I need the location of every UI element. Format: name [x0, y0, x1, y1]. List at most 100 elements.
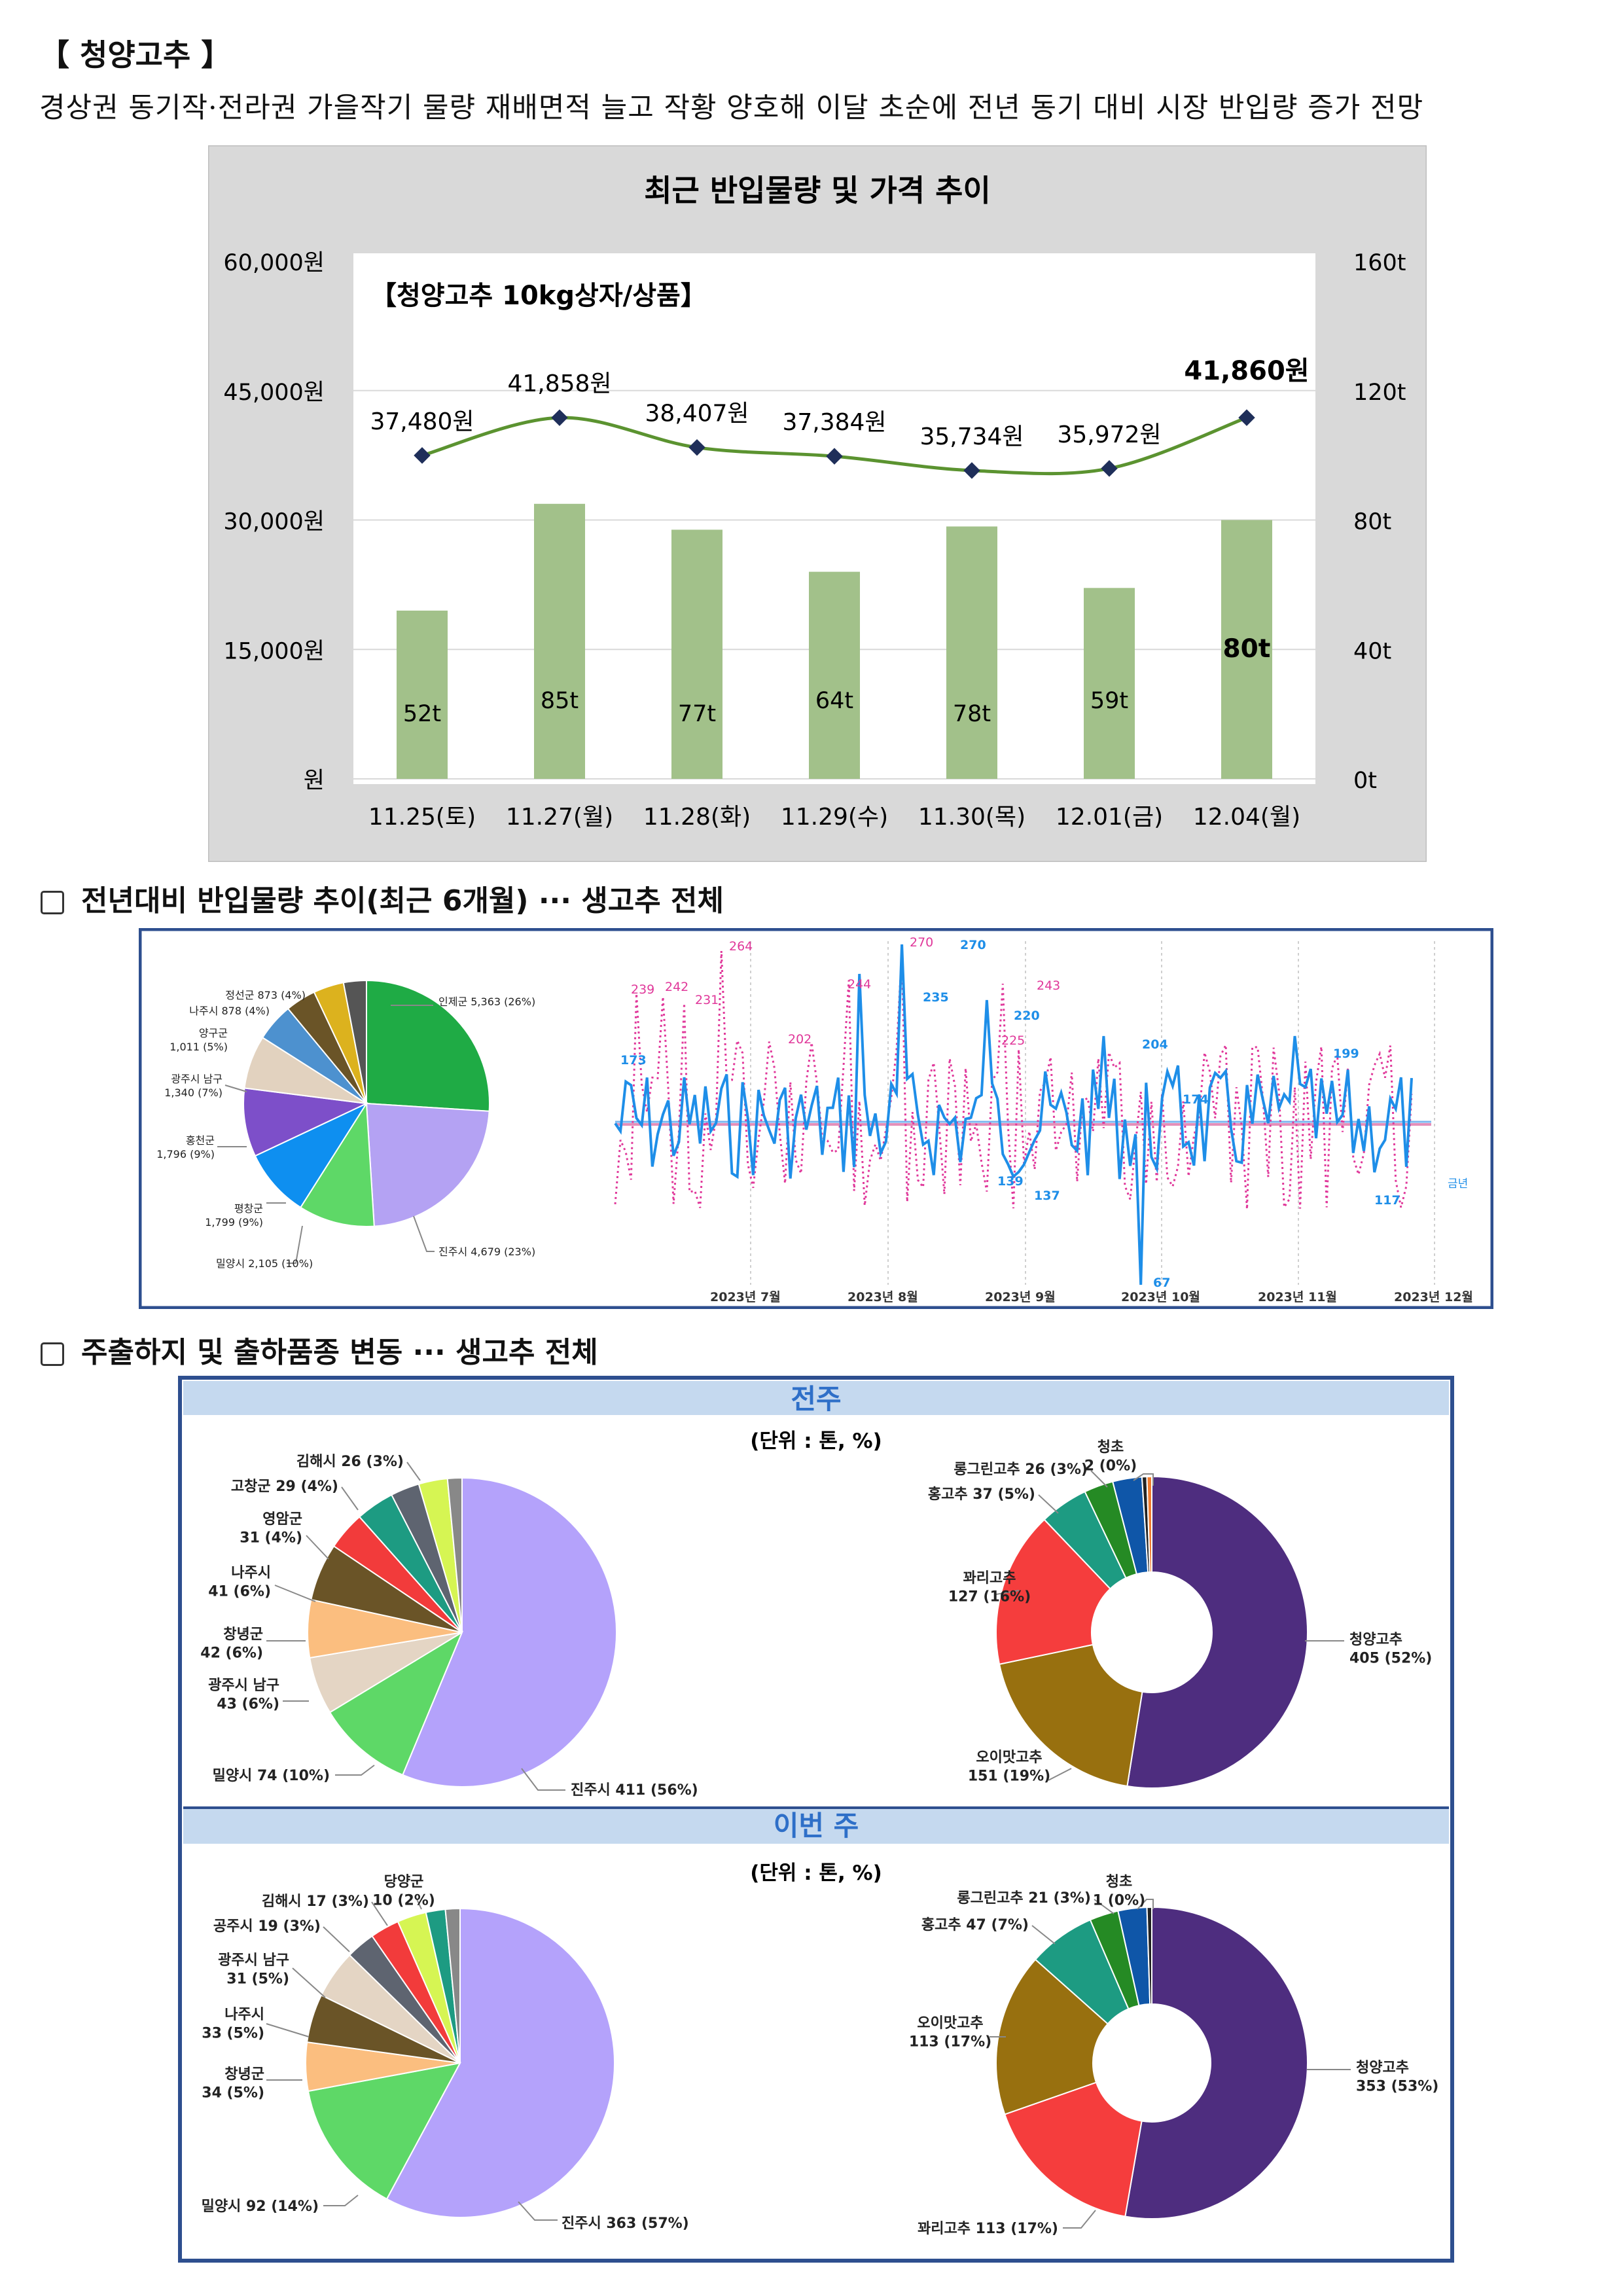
pie-slice — [1126, 1475, 1308, 1789]
volume-bar-label: 77t — [678, 701, 716, 727]
pie-leader-line — [323, 2195, 359, 2206]
main-chart: 최근 반입물량 및 가격 추이 【청양고추 10kg상자/상품】 52t 85t 7… — [208, 145, 1427, 862]
pie-slice-label: 꽈리고추 127 (16%) — [948, 1570, 1031, 1605]
pie-slice — [446, 1477, 463, 1633]
y-right-tick: 160t — [1353, 250, 1406, 276]
trend-label-curr: 174 — [1183, 1092, 1209, 1107]
pie-slice-label: 광주시 남구 43 (6%) — [208, 1677, 279, 1713]
checkbox-icon — [41, 1342, 64, 1366]
price-label: 35,734원 — [919, 423, 1024, 450]
pie-leader-line — [1094, 1899, 1115, 1914]
band-prev-week — [183, 1381, 1449, 1415]
x-tick-label: 12.04(월) — [1193, 804, 1300, 831]
x-tick-label: 11.27(월) — [506, 804, 613, 831]
pie-slice-label: 양구군 1,011 (5%) — [169, 1027, 228, 1053]
pie-slice — [254, 1102, 368, 1209]
section-heading-text: 전년대비 반입물량 추이(최근 6개월) ··· 생고추 전체 — [81, 884, 724, 918]
volume-bar-label: 78t — [953, 701, 991, 727]
pie-slice — [1146, 1906, 1152, 2005]
pie-leader-line — [518, 2201, 558, 2221]
pie-leader-line — [274, 1585, 316, 1602]
volume-bar — [671, 529, 722, 779]
y-right-tick: 0t — [1353, 768, 1377, 794]
pie-slice-label: 나주시 41 (6%) — [208, 1565, 271, 1600]
band-this-week — [183, 1808, 1449, 1844]
pie-slice — [299, 1101, 375, 1227]
volume-bar — [946, 526, 997, 779]
pie-leader-line — [371, 1901, 388, 1926]
pie-slice — [1004, 2081, 1143, 2217]
pie-leader-line — [335, 1765, 375, 1776]
x-tick-label: 11.30(목) — [918, 804, 1026, 831]
price-label: 38,407원 — [645, 401, 749, 427]
pie-slice-label: 영암군 31 (4%) — [240, 1511, 302, 1547]
pie-slice-label: 김해시 26 (3%) — [296, 1454, 404, 1470]
pie-leader-line — [1133, 1473, 1154, 1486]
section-heading-volume-trend: 전년대비 반입물량 추이(최근 6개월) ··· 생고추 전체 — [41, 877, 724, 919]
pie-slice-label: 김해시 17 (3%) — [262, 1893, 369, 1910]
pie-leader-line — [1038, 1494, 1059, 1514]
pie-slice — [995, 1958, 1109, 2115]
trend-label-prev: 202 — [788, 1032, 812, 1047]
pie-leader-line — [995, 1590, 1020, 1595]
trend-label-prev: 270 — [910, 935, 933, 950]
trend-label-prev: 244 — [847, 977, 871, 992]
pie-slice-label: 롱그린고추 26 (3%) — [954, 1462, 1088, 1478]
unit-label-curr: (단위 : 톤, %) — [750, 1861, 882, 1885]
pie-slice — [1146, 1475, 1152, 1573]
trend-label-prev: 225 — [1001, 1033, 1025, 1048]
pie-leader-line — [266, 2023, 310, 2037]
pie-leader-line — [224, 1085, 247, 1092]
trend-x-tick: 2023년 8월 — [847, 1290, 918, 1304]
pie-slice — [385, 1907, 615, 2218]
pie-slice — [995, 1518, 1111, 1665]
trend-label-curr: 137 — [1034, 1189, 1060, 1203]
pie-slice-label: 청초 1 (0%) — [1093, 1874, 1145, 1909]
trend-label-curr: 139 — [997, 1174, 1024, 1189]
pie-leader-line — [287, 1225, 303, 1264]
price-label: 41,858원 — [507, 370, 611, 397]
pie-slice-label: 홍고추 37 (5%) — [928, 1486, 1035, 1503]
main-chart-subtitle: 【청양고추 10kg상자/상품】 — [370, 281, 707, 311]
trend-x-tick: 2023년 7월 — [710, 1290, 781, 1304]
volume-bar-label: 64t — [815, 688, 853, 714]
trend-label-curr: 199 — [1333, 1047, 1359, 1061]
pie-leader-line — [416, 1899, 422, 1910]
pie-slice — [342, 979, 367, 1104]
pie-slice-label: 롱그린고추 21 (3%) — [957, 1890, 1091, 1907]
volume-bar — [809, 571, 860, 779]
volume-bar-label: 80t — [1223, 634, 1271, 664]
pie-slice-label: 광주시 남구 1,340 (7%) — [164, 1073, 223, 1099]
price-marker — [414, 447, 431, 464]
pie-slice-label: 청양고추 353 (53%) — [1356, 2060, 1438, 2095]
pie-slice-label: 밀양시 92 (14%) — [202, 2198, 319, 2215]
pie-leader-line — [341, 1486, 359, 1511]
pie-leader-line — [292, 1967, 326, 1998]
y-right-tick: 120t — [1353, 380, 1406, 406]
trend-label-curr: 67 — [1153, 1276, 1170, 1290]
pie-slice — [329, 1630, 464, 1776]
pie-leader-line — [1090, 1470, 1108, 1488]
pie-slice-label: 진주시 411 (56%) — [571, 1782, 698, 1799]
pie-slice-label: 홍천군 1,796 (9%) — [156, 1134, 215, 1160]
pie-slice-label: 창녕군 34 (5%) — [202, 2066, 264, 2102]
band-this-week-label: 이번 주 — [774, 1810, 859, 1842]
section-heading-text: 주출하지 및 출하품종 변동 ··· 생고추 전체 — [81, 1336, 598, 1369]
pie-slice-label: 오이맛고추 113 (17%) — [909, 2015, 991, 2051]
checkbox-icon — [41, 891, 64, 914]
pie-slice — [307, 2062, 461, 2200]
pie-slice-label: 고창군 29 (4%) — [231, 1479, 338, 1495]
pie-slice — [365, 1102, 490, 1227]
origin-variety-panel: 전주 (단위 : 톤, %) 이번 주 (단위 : 톤, %) 진주시 411 … — [178, 1376, 1454, 2263]
pie-slice-label: 꽈리고추 113 (17%) — [918, 2221, 1058, 2237]
y-left-tick: 30,000원 — [223, 509, 325, 535]
page-subtitle: 경상권 동기작·전라권 가을작기 물량 재배면적 늘고 작황 양호해 이달 초순… — [39, 92, 1424, 124]
pie-slice-label: 홍고추 47 (7%) — [921, 1917, 1029, 1933]
pie-slice-label: 진주시 4,679 (23%) — [438, 1246, 535, 1258]
volume-bar — [397, 610, 448, 779]
volume-bar-label: 85t — [541, 688, 579, 714]
pie-leader-line — [521, 1768, 565, 1791]
pie-slice-label: 창녕군 42 (6%) — [200, 1626, 263, 1662]
trend-label-prev: 231 — [695, 993, 719, 1007]
price-label: 37,480원 — [370, 408, 474, 435]
